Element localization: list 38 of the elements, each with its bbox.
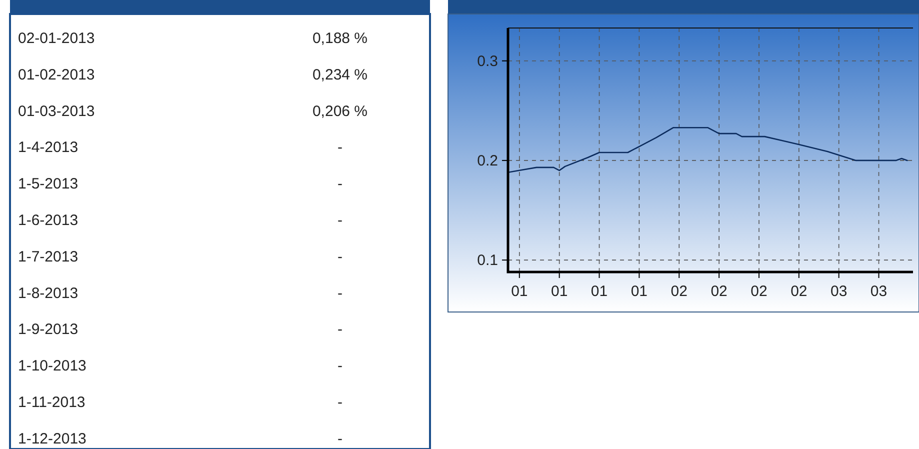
category-label: 1-12-2013	[18, 430, 86, 448]
category-label: 02-01-2013	[18, 30, 95, 47]
category-label: 01-03-2013	[18, 102, 95, 120]
x-tick-label: 02	[750, 283, 768, 300]
text: -	[338, 248, 342, 266]
text: 0,234 %	[312, 66, 368, 84]
y-tick-label: 0.3	[477, 52, 498, 70]
x-tick-label: 03	[830, 283, 848, 300]
category-label: 1-9-2013	[18, 321, 78, 338]
category-label: 1-4-2013	[18, 139, 78, 156]
text: -	[338, 176, 342, 193]
text: -	[338, 394, 342, 411]
text: 0,188 %	[312, 30, 368, 47]
x-tick-label: 02	[710, 283, 728, 300]
category-label: 1-7-2013	[18, 248, 78, 266]
category-label: 1-11-2013	[18, 394, 86, 411]
text: -	[338, 430, 342, 448]
x-tick-label: 01	[590, 283, 608, 300]
text: -	[338, 321, 342, 338]
category-label: 1-8-2013	[18, 284, 78, 302]
x-tick-label: 03	[870, 283, 888, 300]
x-tick-label: 02	[670, 283, 688, 300]
line-series	[507, 126, 908, 174]
text: -	[338, 212, 342, 229]
text: -	[338, 139, 342, 156]
text: 0,206 %	[312, 102, 368, 120]
text: -	[338, 358, 342, 375]
text: -	[338, 284, 342, 302]
x-tick-label: 01	[630, 283, 648, 300]
category-label: 01-02-2013	[18, 66, 95, 84]
category-label: 1-6-2013	[18, 212, 78, 229]
category-label: 1-10-2013	[18, 358, 86, 375]
y-tick-label: 0.2	[477, 152, 498, 170]
x-tick-label: 01	[550, 283, 568, 300]
x-tick-label: 01	[511, 283, 528, 300]
x-tick-label: 02	[790, 283, 808, 300]
category-label: 1-5-2013	[18, 176, 78, 193]
y-tick-label: 0.1	[477, 252, 498, 270]
